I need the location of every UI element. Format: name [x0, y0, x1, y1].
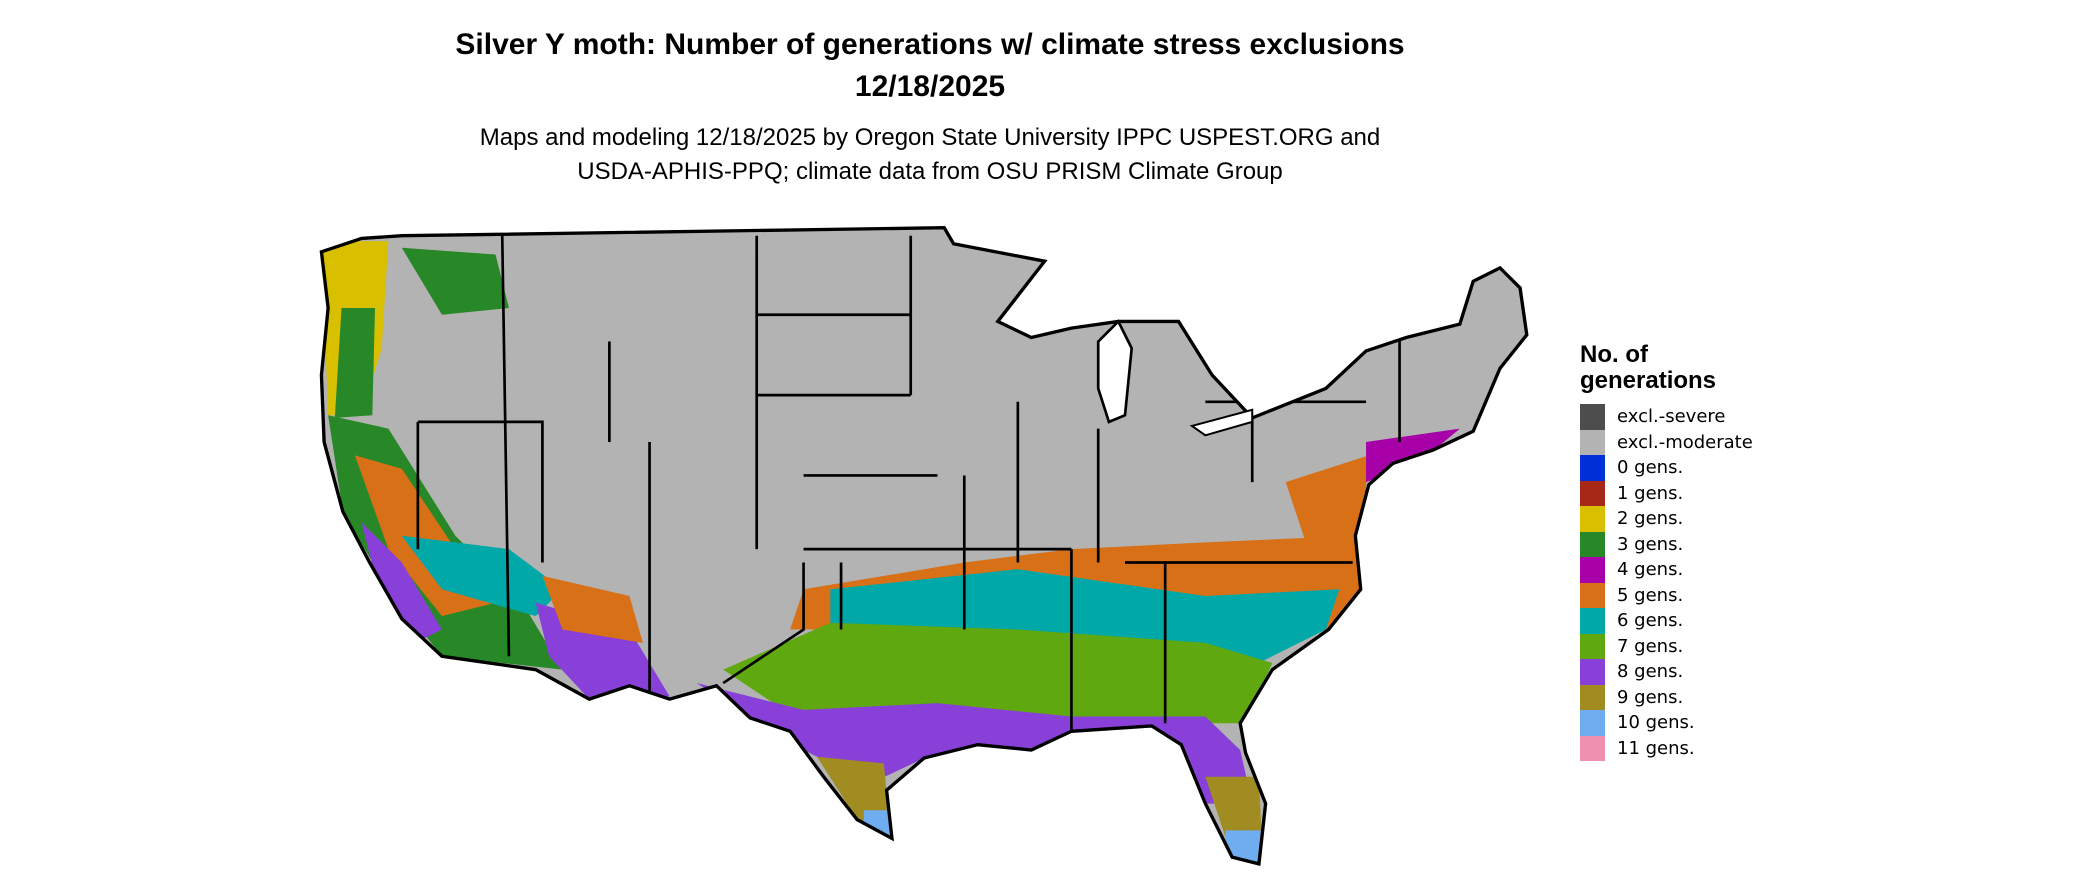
map-date: 12/18/2025: [854, 70, 1006, 103]
legend-title-line-2: generations: [1580, 367, 1717, 394]
legend-swatch: [1580, 582, 1605, 608]
map-title: Silver Y moth: Number of generations w/ …: [455, 28, 1405, 61]
legend-swatch: [1580, 710, 1605, 736]
legend-title-line-1: No. of: [1580, 341, 1648, 368]
legend-label: 9 gens.: [1617, 686, 1684, 708]
legend-label: 0 gens.: [1617, 457, 1684, 479]
legend-item: 11 gens.: [1580, 735, 1753, 761]
region-7-gens-se: [723, 622, 1273, 730]
region-5-gens-midatlantic: [1285, 455, 1369, 563]
legend-swatch: [1580, 531, 1605, 557]
legend-item: 4 gens.: [1580, 557, 1753, 583]
legend-item: 6 gens.: [1580, 608, 1753, 634]
region-5-gens-az: [542, 575, 643, 643]
legend-label: 3 gens.: [1617, 533, 1684, 555]
legend-item: excl.-severe: [1580, 404, 1753, 430]
legend-label: 10 gens.: [1617, 712, 1695, 734]
legend-label: 5 gens.: [1617, 584, 1684, 606]
legend-item: 3 gens.: [1580, 531, 1753, 557]
legend-swatch: [1580, 429, 1605, 455]
legend-item: 10 gens.: [1580, 710, 1753, 736]
legend-swatch: [1580, 735, 1605, 761]
legend-label: 7 gens.: [1617, 635, 1684, 657]
legend-label: excl.-severe: [1617, 406, 1726, 428]
region-3-gens: [334, 308, 375, 418]
region-6-gens-ca: [401, 535, 563, 617]
legend-swatch: [1580, 557, 1605, 583]
legend-label: 2 gens.: [1617, 508, 1684, 530]
legend-swatch: [1580, 684, 1605, 710]
subtitle-line-2: USDA-APHIS-PPQ; climate data from OSU PR…: [577, 158, 1283, 185]
legend: No. of generations excl.-severe excl.-mod…: [1580, 342, 1753, 761]
legend-swatch: [1580, 506, 1605, 532]
region-3-gens-inland: [401, 247, 509, 315]
lake-erie: [1189, 408, 1254, 437]
legend-label: 8 gens.: [1617, 661, 1684, 683]
legend-label: 1 gens.: [1617, 482, 1684, 504]
legend-swatch: [1580, 659, 1605, 685]
legend-item: excl.-moderate: [1580, 429, 1753, 455]
legend-swatch: [1580, 633, 1605, 659]
legend-item: 8 gens.: [1580, 659, 1753, 685]
legend-item: 1 gens.: [1580, 480, 1753, 506]
legend-swatch: [1580, 404, 1605, 430]
lake-michigan: [1096, 319, 1134, 424]
legend-swatch: [1580, 480, 1605, 506]
region-9-gens-fl: [1205, 776, 1262, 838]
legend-label: 11 gens.: [1617, 737, 1695, 759]
region-6-gens-se: [830, 569, 1340, 663]
legend-item: 0 gens.: [1580, 455, 1753, 481]
region-8-gens-ca: [361, 522, 442, 643]
legend-item: 2 gens.: [1580, 506, 1753, 532]
legend-item: 9 gens.: [1580, 684, 1753, 710]
region-8-gens-gulf: [696, 683, 1253, 804]
state-borders: [416, 235, 1401, 730]
legend-item: 5 gens.: [1580, 582, 1753, 608]
legend-label: 4 gens.: [1617, 559, 1684, 581]
subtitle-line-1: Maps and modeling 12/18/2025 by Oregon S…: [479, 124, 1381, 151]
legend-swatch: [1580, 455, 1605, 481]
legend-item: 7 gens.: [1580, 633, 1753, 659]
legend-swatch: [1580, 608, 1605, 634]
legend-title: No. of generations: [1580, 342, 1753, 394]
legend-label: 6 gens.: [1617, 610, 1684, 632]
legend-label: excl.-moderate: [1617, 431, 1753, 453]
